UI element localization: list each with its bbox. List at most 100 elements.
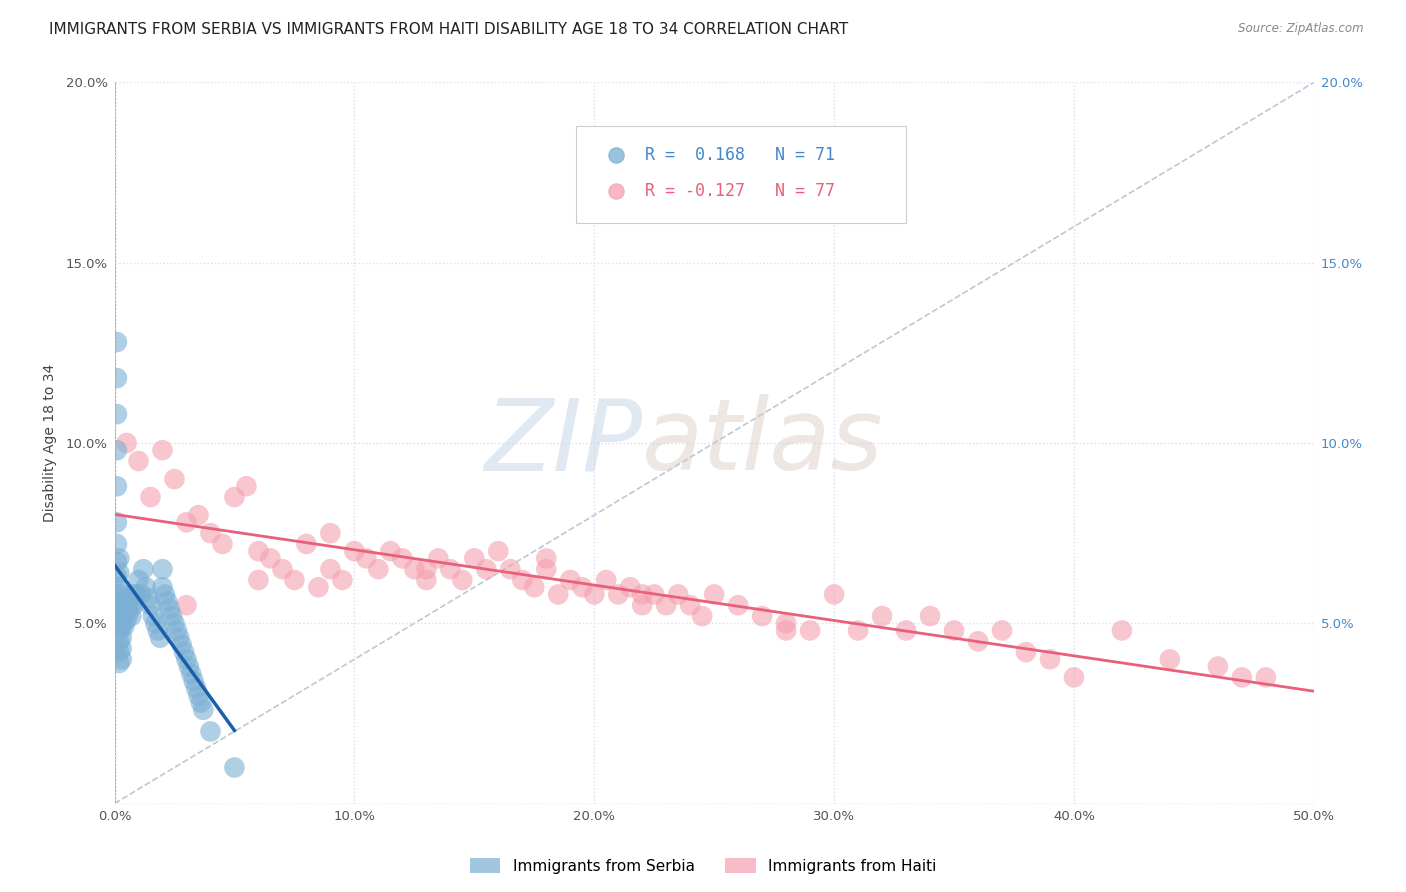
Text: IMMIGRANTS FROM SERBIA VS IMMIGRANTS FROM HAITI DISABILITY AGE 18 TO 34 CORRELAT: IMMIGRANTS FROM SERBIA VS IMMIGRANTS FRO…	[49, 22, 848, 37]
Point	[108, 566, 131, 580]
Point	[224, 760, 246, 774]
Point	[128, 454, 150, 468]
Point	[380, 544, 402, 558]
Point	[128, 573, 150, 587]
Point	[183, 673, 205, 688]
Point	[143, 616, 166, 631]
Point	[367, 562, 389, 576]
Point	[356, 551, 378, 566]
Point	[139, 599, 162, 613]
Point	[751, 609, 773, 624]
Point	[163, 472, 186, 486]
Point	[1111, 624, 1133, 638]
Point	[1159, 652, 1181, 666]
Point	[187, 689, 209, 703]
Point	[163, 616, 186, 631]
Point	[111, 599, 134, 613]
Point	[152, 562, 174, 576]
Point	[1230, 670, 1253, 684]
Point	[295, 537, 318, 551]
Point	[967, 634, 990, 648]
Point	[247, 573, 270, 587]
Point	[159, 602, 181, 616]
Point	[112, 599, 135, 613]
Point	[1254, 670, 1277, 684]
Point	[108, 606, 131, 620]
Point	[200, 724, 222, 739]
Point	[918, 609, 941, 624]
Point	[173, 645, 195, 659]
Point	[679, 599, 702, 613]
Point	[499, 562, 522, 576]
Point	[655, 599, 678, 613]
Point	[112, 609, 135, 624]
Point	[180, 666, 202, 681]
Point	[343, 544, 366, 558]
Point	[105, 555, 128, 569]
Point	[111, 609, 134, 624]
Legend: Immigrants from Serbia, Immigrants from Haiti: Immigrants from Serbia, Immigrants from …	[464, 852, 942, 880]
Point	[146, 624, 169, 638]
Point	[536, 551, 558, 566]
Point	[105, 537, 128, 551]
Y-axis label: Disability Age 18 to 34: Disability Age 18 to 34	[44, 364, 58, 522]
Point	[235, 479, 257, 493]
Point	[118, 606, 141, 620]
Point	[105, 569, 128, 583]
Point	[619, 580, 641, 594]
Point	[111, 641, 134, 656]
Point	[510, 573, 533, 587]
Point	[775, 624, 797, 638]
Text: R = -0.127   N = 77: R = -0.127 N = 77	[644, 182, 835, 200]
Point	[115, 613, 138, 627]
Point	[463, 551, 485, 566]
Point	[152, 443, 174, 458]
Text: R =  0.168   N = 71: R = 0.168 N = 71	[644, 145, 835, 163]
Point	[193, 703, 215, 717]
Point	[120, 609, 142, 624]
Point	[631, 587, 654, 601]
FancyBboxPatch shape	[576, 126, 905, 223]
Point	[156, 594, 179, 608]
Point	[108, 624, 131, 638]
Point	[319, 526, 342, 541]
Point	[475, 562, 498, 576]
Point	[607, 587, 630, 601]
Point	[536, 562, 558, 576]
Point	[595, 573, 617, 587]
Point	[105, 371, 128, 385]
Point	[125, 587, 148, 601]
Point	[1063, 670, 1085, 684]
Text: atlas: atlas	[643, 394, 884, 491]
Point	[451, 573, 474, 587]
Point	[105, 516, 128, 530]
Point	[332, 573, 354, 587]
Point	[894, 624, 917, 638]
Point	[666, 587, 689, 601]
Point	[571, 580, 593, 594]
Point	[727, 599, 749, 613]
Point	[176, 516, 198, 530]
Point	[271, 562, 294, 576]
Point	[631, 599, 654, 613]
Point	[115, 591, 138, 605]
Point	[1039, 652, 1062, 666]
Point	[283, 573, 305, 587]
Point	[1206, 659, 1229, 673]
Point	[259, 551, 281, 566]
Point	[415, 562, 437, 576]
Point	[224, 490, 246, 504]
Point	[115, 602, 138, 616]
Point	[307, 580, 329, 594]
Point	[105, 479, 128, 493]
Point	[132, 562, 155, 576]
Text: ZIP: ZIP	[484, 394, 643, 491]
Point	[129, 587, 152, 601]
Point	[166, 624, 188, 638]
Point	[523, 580, 546, 594]
Point	[160, 609, 183, 624]
Point	[643, 587, 665, 601]
Point	[703, 587, 725, 601]
Point	[319, 562, 342, 576]
Point	[108, 616, 131, 631]
